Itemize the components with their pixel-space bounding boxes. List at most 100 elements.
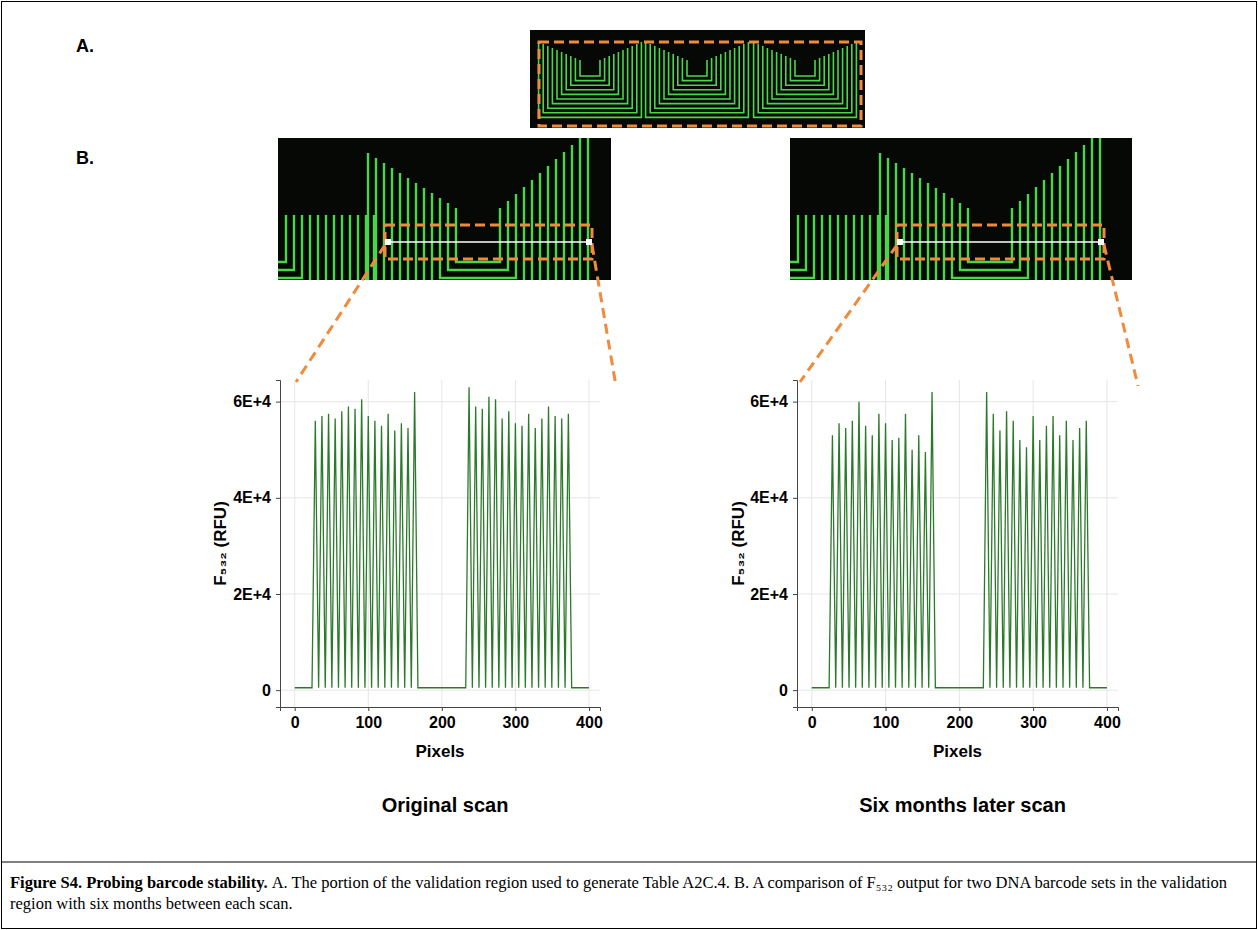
y-tick-label: 2E+4 [233, 586, 271, 603]
scan-trace [655, 46, 739, 108]
profile-endpoint [1098, 239, 1104, 245]
scan-trace [278, 215, 366, 280]
grid-line-y [797, 690, 1118, 691]
x-tick-mark [589, 707, 590, 711]
plot-area [295, 387, 589, 688]
profile-endpoint [385, 239, 391, 245]
x-tick-mark [442, 707, 443, 711]
scan-trace [664, 50, 730, 99]
scan-trace [781, 54, 829, 90]
scan-background [530, 30, 865, 128]
scan-trace [790, 215, 846, 280]
chart-title: Original scan [382, 794, 509, 816]
y-tick-label: 4E+4 [233, 489, 271, 506]
panel-label: A. [76, 36, 94, 56]
y-tick-mark [793, 402, 797, 403]
scan-trace [790, 215, 854, 280]
scan-trace [772, 50, 838, 99]
grid-line-y [797, 401, 1118, 402]
y-tick-label: 6E+4 [750, 393, 788, 410]
scan-trace [968, 208, 1012, 262]
scan-trace [678, 56, 716, 85]
x-tick-label: 100 [873, 714, 900, 731]
scan-trace [440, 194, 516, 278]
scan-background [278, 138, 611, 280]
x-tick-mark [812, 707, 813, 711]
profile-line [900, 241, 1101, 243]
grid-line-y [280, 690, 600, 691]
scan-trace [543, 44, 637, 113]
grid-line-y [280, 401, 600, 402]
y-tick-mark [276, 594, 280, 595]
scan-trace [424, 180, 532, 280]
scan-trace [278, 215, 326, 280]
data-line [812, 392, 1107, 688]
x-tick-mark [295, 707, 296, 711]
x-tick: 0 [808, 707, 817, 731]
grid-line-y [797, 593, 1118, 594]
scan-trace [790, 215, 806, 270]
grid-line-y [280, 593, 600, 594]
y-tick-label: 6E+4 [233, 393, 271, 410]
data-line [295, 387, 589, 688]
x-tick-label: 300 [503, 714, 530, 731]
scan-trace [790, 215, 830, 280]
x-tick: 300 [1020, 707, 1047, 731]
scan-trace [575, 58, 604, 81]
zoom-box [385, 225, 592, 259]
x-tick-mark [1033, 707, 1034, 711]
scan-trace [767, 48, 842, 104]
x-tick-mark [886, 707, 887, 711]
scan-trace [432, 187, 524, 280]
x-tick: 400 [1094, 707, 1121, 731]
selection-box [539, 42, 861, 126]
y-tick-label: 0 [262, 682, 271, 699]
scan-trace [408, 166, 548, 280]
profile-endpoint [897, 239, 903, 245]
x-tick: 300 [503, 707, 530, 731]
caption-separator [2, 862, 1257, 863]
scan-trace [539, 42, 642, 117]
x-tick: 0 [291, 707, 300, 731]
scan-trace [659, 48, 734, 104]
scan-trace [400, 159, 556, 280]
x-tick-mark [959, 707, 960, 711]
x-tick-label: 400 [1094, 714, 1121, 731]
x-tick-mark [515, 707, 516, 711]
scan-trace [754, 42, 857, 117]
x-tick: 100 [873, 707, 900, 731]
scan-trace [278, 215, 310, 280]
scan-trace [790, 215, 822, 280]
scan-trace [944, 187, 1036, 280]
x-tick-label: 0 [291, 714, 300, 731]
caption-text: region with six months between each scan… [10, 894, 293, 913]
zoom-box [897, 225, 1104, 259]
scan-trace [904, 152, 1076, 280]
scan-trace [790, 215, 878, 280]
scan-trace [278, 215, 294, 270]
scan-trace [790, 215, 838, 280]
y-axis-line [276, 381, 281, 708]
y-tick-mark [276, 498, 280, 499]
scan-image [530, 30, 865, 128]
caption-line: Figure S4. Probing barcode stability.A. … [10, 873, 1227, 892]
figure-frame [2, 2, 1257, 929]
y-tick-mark [793, 690, 797, 691]
figure: A.B.010020030040002E+44E+46E+4PixelsF₅₃₂… [0, 0, 1258, 930]
y-tick: 0 [262, 682, 280, 699]
scan-trace [552, 48, 627, 104]
x-tick-mark [368, 707, 369, 711]
y-axis-line [793, 381, 798, 708]
y-axis-title: F₅₃₂ (RFU) [211, 501, 230, 586]
scan-trace [557, 50, 623, 99]
x-tick-label: 300 [1020, 714, 1047, 731]
scan-trace [278, 215, 334, 280]
profile-endpoint [586, 239, 592, 245]
x-axis-title: Pixels [933, 742, 982, 761]
y-tick: 2E+4 [750, 586, 797, 603]
x-axis-title: Pixels [415, 742, 464, 761]
zoom-leader [592, 245, 616, 386]
zoom-leader [800, 245, 897, 382]
scan-trace [777, 52, 834, 94]
y-tick: 0 [779, 682, 797, 699]
